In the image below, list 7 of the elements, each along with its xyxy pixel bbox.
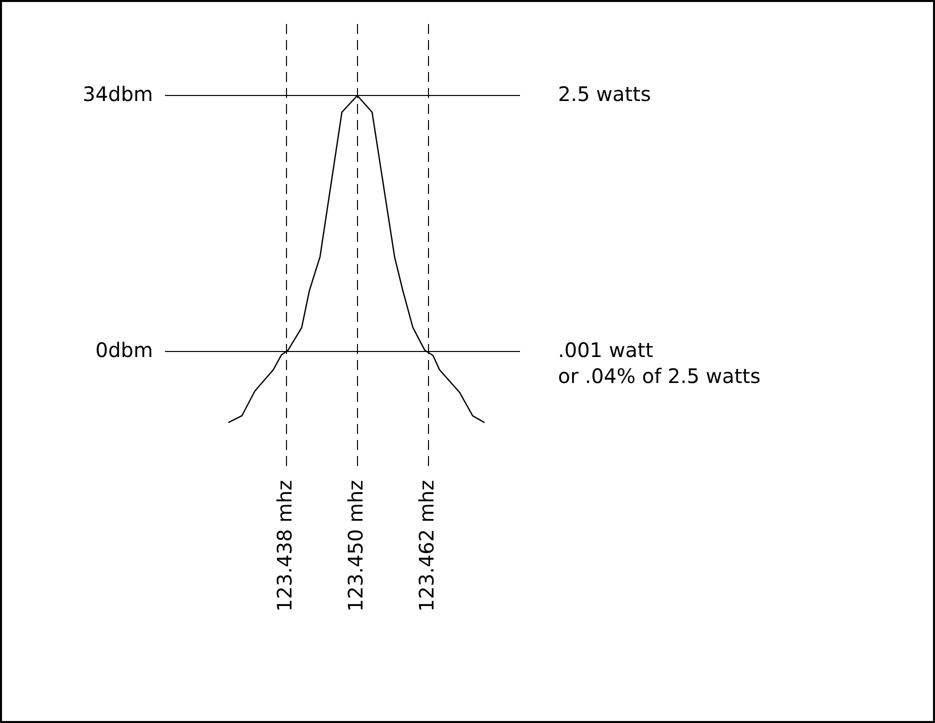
x-tick-label: 123.462 mhz — [414, 480, 438, 612]
x-tick-label: 123.438 mhz — [272, 480, 296, 612]
y-tick-label: 34dbm — [82, 82, 153, 106]
text: 2.5 watts — [558, 82, 651, 106]
y-tick-label: 0dbm — [95, 338, 153, 362]
x-tick-label: 123.450 mhz — [343, 480, 368, 612]
text: .001 watt or .04% of 2.5 watts — [558, 338, 760, 388]
